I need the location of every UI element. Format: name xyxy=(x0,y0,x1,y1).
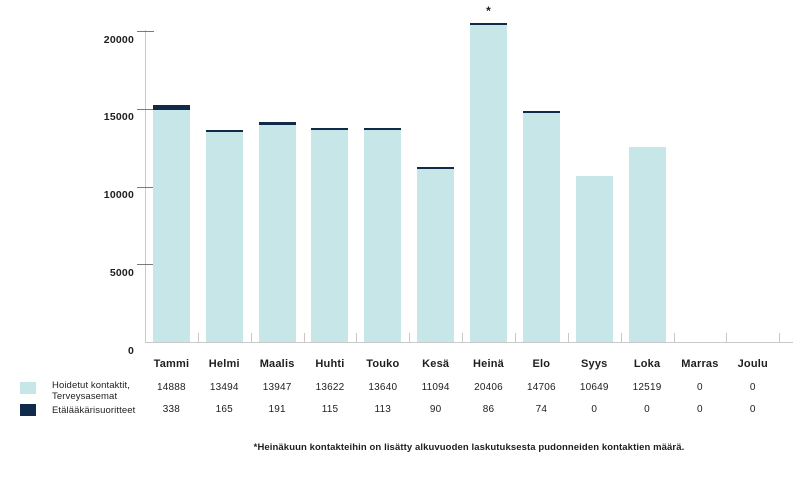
value-primary: 10649 xyxy=(579,382,609,393)
column-tick xyxy=(303,333,305,342)
bar-segment-secondary xyxy=(417,167,455,170)
bar-segment-primary xyxy=(258,125,296,342)
legend-swatch-primary xyxy=(20,382,36,394)
column-tick xyxy=(356,333,358,342)
bar-segment-secondary xyxy=(522,111,560,114)
column-tick xyxy=(197,333,199,342)
value-secondary: 86 xyxy=(482,404,495,415)
value-primary: 13494 xyxy=(209,382,239,393)
value-primary: 13640 xyxy=(368,382,398,393)
y-tick-label: 20000 xyxy=(103,33,134,46)
column-tick xyxy=(620,333,622,342)
value-secondary: 0 xyxy=(697,404,703,415)
bar-segment-secondary xyxy=(470,22,508,25)
bar-loka xyxy=(628,147,666,342)
value-primary: 13947 xyxy=(262,382,292,393)
column-tick xyxy=(462,333,464,342)
value-secondary: 90 xyxy=(429,404,442,415)
value-secondary: 0 xyxy=(591,404,598,415)
asterisk-annotation: * xyxy=(486,4,491,18)
column-tick xyxy=(514,333,516,342)
y-tick-label: 15000 xyxy=(103,111,134,124)
column-tick xyxy=(250,333,252,342)
bar-segment-secondary xyxy=(258,122,296,126)
value-secondary: 191 xyxy=(268,404,286,415)
value-primary: 14706 xyxy=(526,382,556,393)
bar-segment-primary xyxy=(205,132,243,342)
bar-segment-primary xyxy=(575,176,613,342)
bar-segment-secondary xyxy=(311,128,349,131)
bar-segment-secondary xyxy=(205,129,243,133)
month-label: Heinä xyxy=(473,358,504,370)
month-label: Syys xyxy=(580,358,608,370)
column-tick xyxy=(673,333,675,342)
month-label: Tammi xyxy=(153,358,190,370)
value-secondary: 0 xyxy=(644,404,650,415)
bar-segment-secondary xyxy=(364,127,402,130)
column-tick xyxy=(409,333,411,342)
x-axis-line xyxy=(145,342,793,343)
legend-swatch-secondary xyxy=(20,404,36,416)
value-primary: 13622 xyxy=(315,382,345,393)
value-secondary: 165 xyxy=(215,404,233,415)
month-label: Joulu xyxy=(737,358,768,370)
bar-kesä xyxy=(417,167,455,342)
month-label: Elo xyxy=(532,358,551,370)
value-primary: 14888 xyxy=(157,382,186,393)
month-label: Helmi xyxy=(208,358,240,370)
bar-maalis xyxy=(258,122,296,342)
y-tick xyxy=(137,108,154,110)
bar-segment-primary xyxy=(470,24,508,342)
legend-label-line: Terveysasemat xyxy=(52,391,118,402)
value-secondary: 115 xyxy=(321,404,339,415)
value-secondary: 338 xyxy=(162,404,181,415)
column-tick xyxy=(567,333,569,342)
footnote: *Heinäkuun kontakteihin on lisätty alkuv… xyxy=(253,442,685,453)
legend-label-secondary: Etälääkärisuoritteet xyxy=(52,405,135,416)
y-axis-line xyxy=(145,30,146,342)
y-tick xyxy=(137,186,154,188)
value-secondary: 74 xyxy=(535,404,548,415)
bar-segment-primary xyxy=(522,113,560,342)
y-tick xyxy=(137,264,154,266)
month-label: Huhti xyxy=(315,358,345,370)
month-label: Loka xyxy=(633,358,661,370)
bar-segment-primary xyxy=(628,147,666,342)
bar-segment-secondary xyxy=(152,105,190,111)
bar-syys xyxy=(575,176,613,342)
bar-segment-primary xyxy=(311,130,349,342)
bar-segment-primary xyxy=(417,169,455,342)
month-label: Marras xyxy=(681,358,719,370)
value-primary: 20406 xyxy=(474,382,503,393)
value-secondary: 113 xyxy=(374,404,392,415)
bar-elo xyxy=(522,111,560,342)
bar-segment-primary xyxy=(364,129,402,342)
month-label: Touko xyxy=(366,358,400,370)
legend-label-line: Etälääkärisuoritteet xyxy=(52,405,136,416)
month-label: Maalis xyxy=(259,358,295,370)
y-tick-label: 0 xyxy=(127,344,134,357)
value-primary: 12519 xyxy=(632,382,662,393)
bar-touko xyxy=(364,127,402,342)
value-primary: 11094 xyxy=(421,382,450,393)
y-tick xyxy=(137,31,154,32)
bar-huhti xyxy=(311,128,349,342)
y-tick-label: 10000 xyxy=(103,189,134,201)
bar-segment-primary xyxy=(152,110,190,342)
legend-label-line: Hoidetut kontaktit, xyxy=(52,380,130,391)
bar-heinä xyxy=(470,22,508,342)
column-tick xyxy=(726,333,728,342)
legend-label-primary: Hoidetut kontaktit, Terveysasemat xyxy=(52,380,130,402)
y-tick-label: 5000 xyxy=(109,266,134,279)
value-primary: 0 xyxy=(749,382,756,393)
value-secondary: 0 xyxy=(749,404,756,415)
bar-helmi xyxy=(205,129,243,342)
column-tick xyxy=(779,333,781,342)
value-primary: 0 xyxy=(697,382,703,393)
bar-tammi xyxy=(152,105,190,342)
month-label: Kesä xyxy=(422,358,450,370)
